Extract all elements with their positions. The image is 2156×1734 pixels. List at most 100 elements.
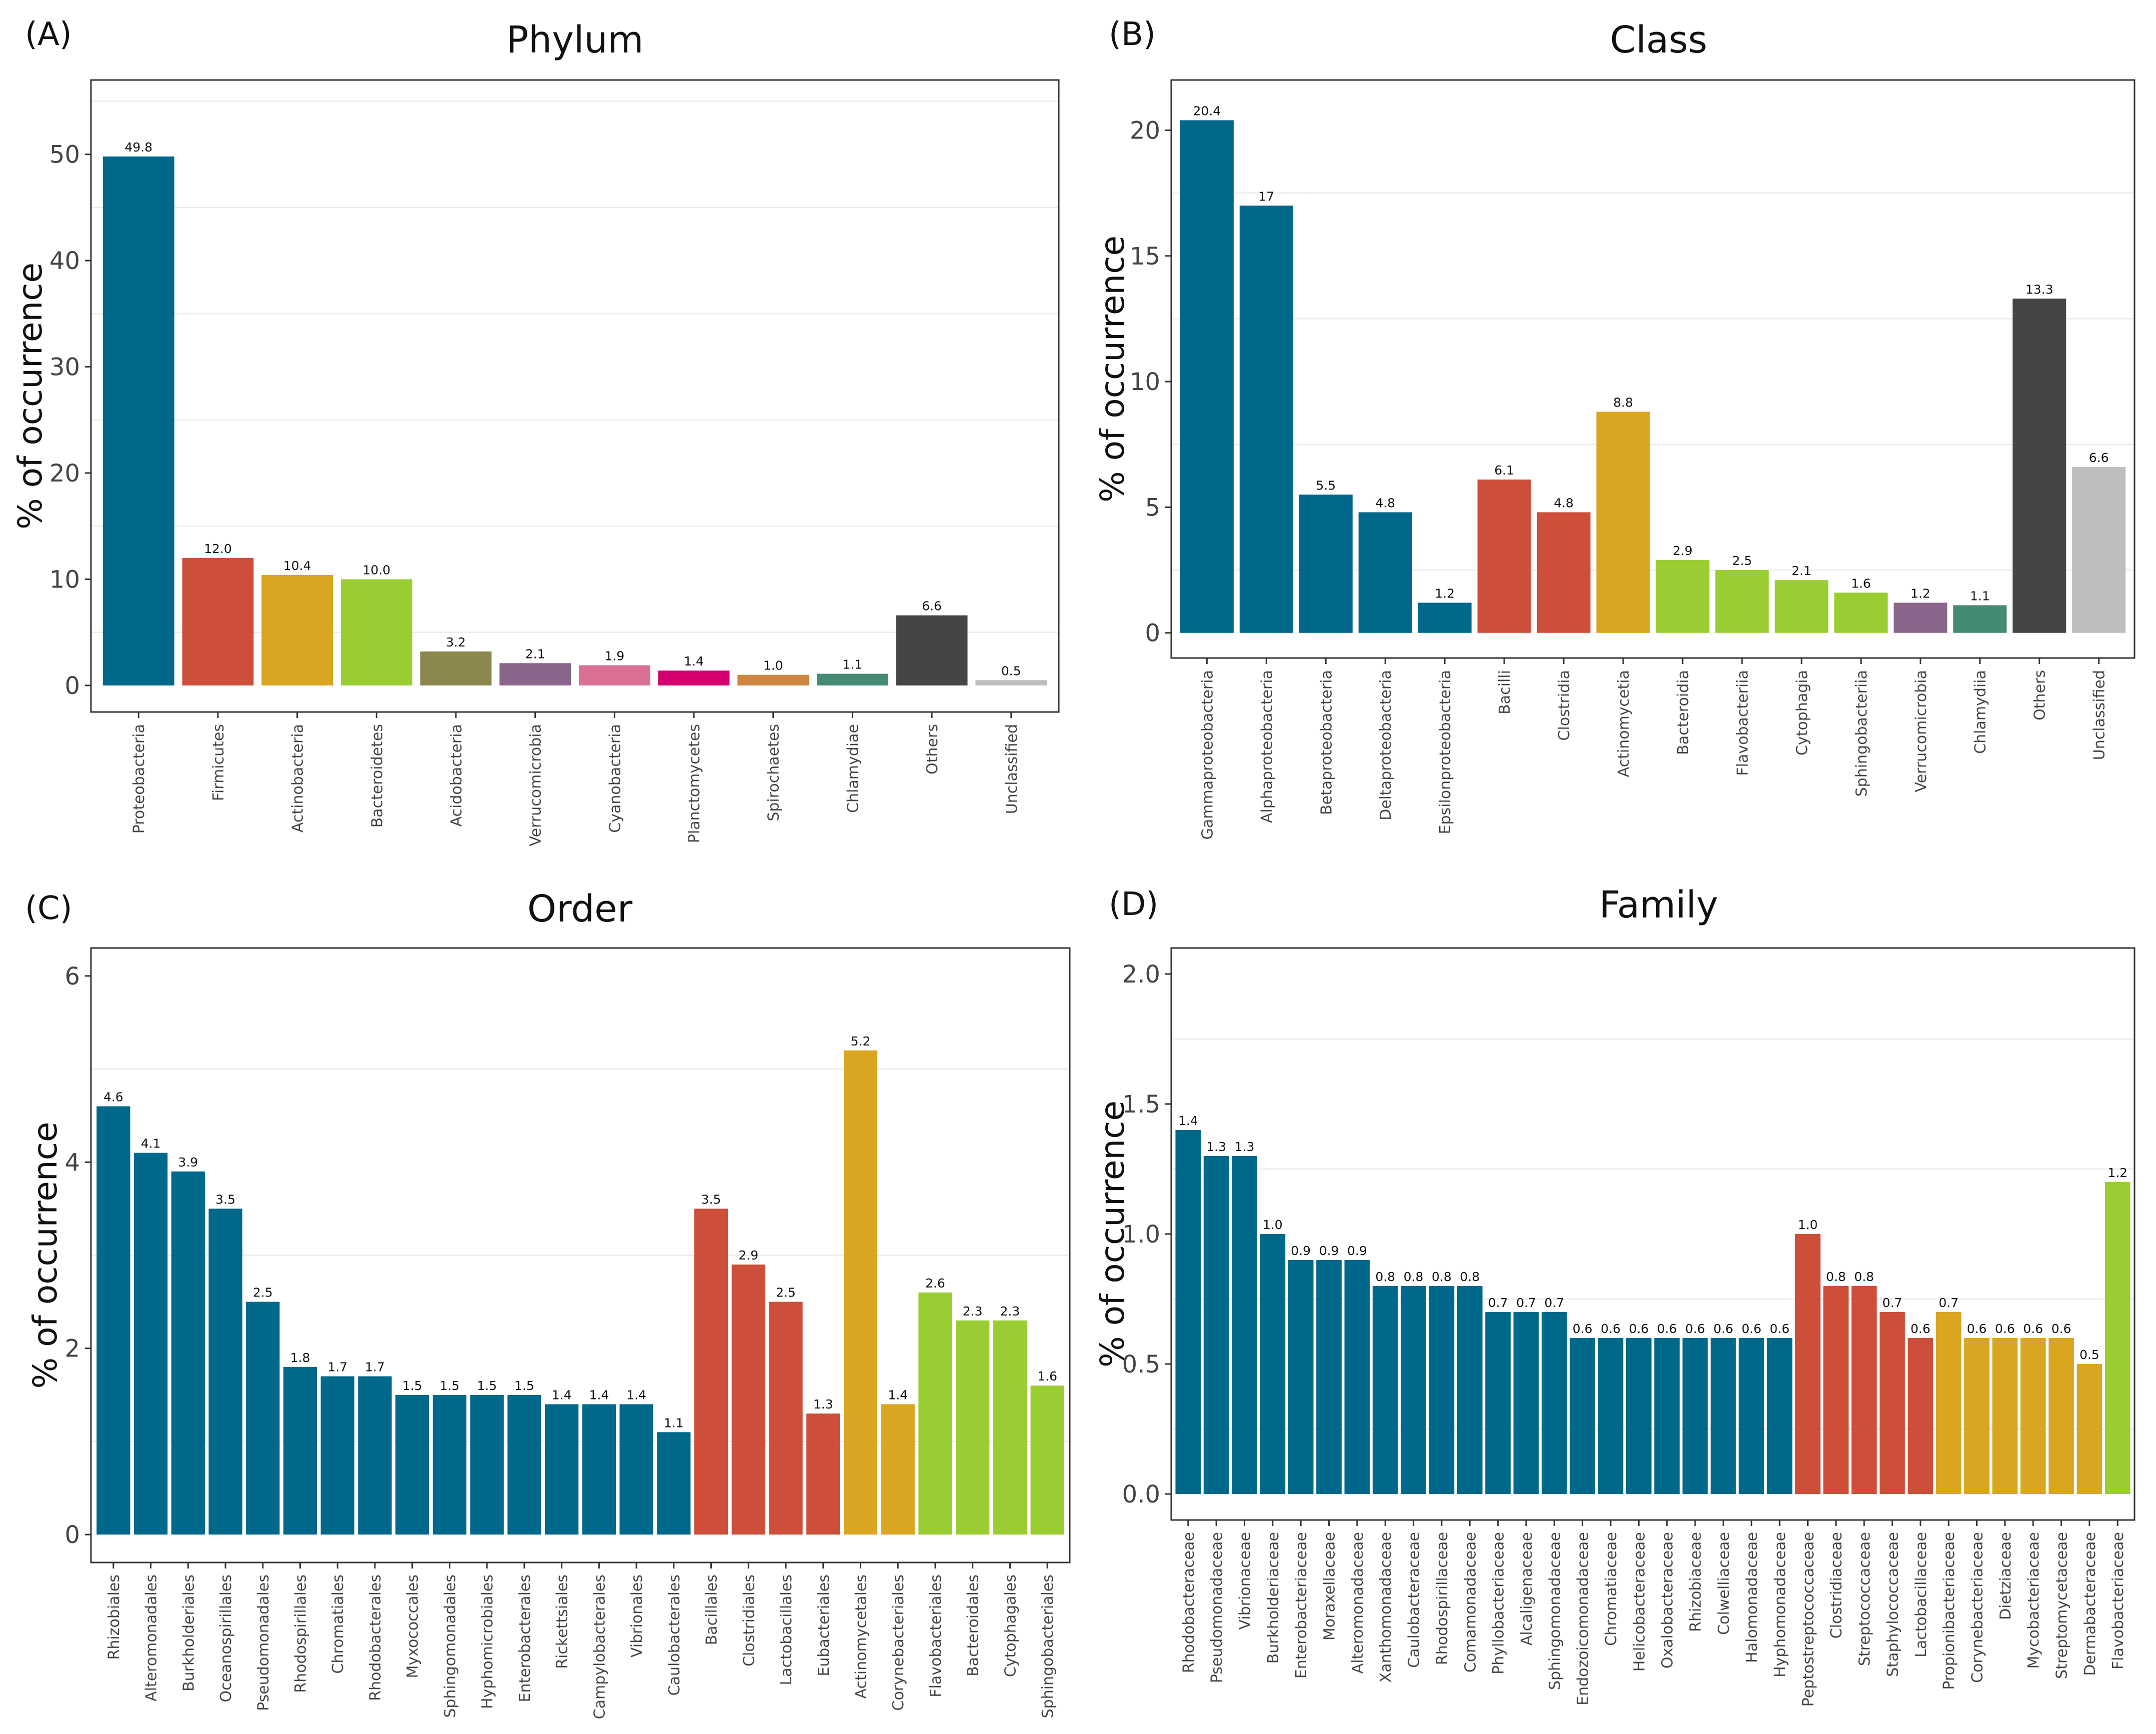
y-axis-title: % of occurrence <box>11 262 49 530</box>
data-label: 2.5 <box>253 1286 273 1300</box>
bar <box>1570 1338 1595 1494</box>
x-tick-label: Mycobacteriaceae <box>2025 1532 2043 1668</box>
x-tick-label: Dermabacteraceae <box>2082 1532 2099 1676</box>
x-tick-label: Lactobacillales <box>778 1574 795 1685</box>
x-tick-label: Rhizobiales <box>105 1574 123 1660</box>
bar <box>545 1404 579 1535</box>
bar <box>918 1292 952 1535</box>
x-tick-label: Enterobacteriaceae <box>1293 1532 1310 1678</box>
x-tick-label: Phyllobacteriaceae <box>1490 1532 1508 1674</box>
x-tick-label: Comamonadaceae <box>1462 1532 1479 1672</box>
bar <box>1203 1156 1229 1494</box>
bar <box>1964 1338 1990 1494</box>
x-tick-label: Eubacteriales <box>815 1574 833 1676</box>
bar <box>283 1366 317 1535</box>
bar <box>694 1208 728 1535</box>
x-tick-label: Chromatiaceae <box>1603 1532 1620 1646</box>
bar <box>395 1394 429 1535</box>
x-tick-label: Pseudomonadaceae <box>1208 1532 1226 1683</box>
bar <box>1598 1338 1624 1494</box>
data-label: 4.1 <box>141 1136 161 1151</box>
data-label: 4.6 <box>103 1090 123 1104</box>
data-label: 2.9 <box>738 1248 758 1262</box>
data-label: 3.2 <box>446 635 466 650</box>
x-tick-label: Bacilli <box>1496 670 1514 714</box>
data-label: 2.3 <box>963 1304 983 1318</box>
data-label: 1.9 <box>604 649 624 664</box>
bar <box>731 1264 765 1535</box>
x-tick-label: Vibrionales <box>628 1574 646 1658</box>
x-tick-label: Clostridia <box>1556 670 1573 740</box>
bar <box>1477 480 1531 633</box>
data-label: 0.7 <box>1544 1296 1564 1310</box>
bar <box>1626 1338 1652 1494</box>
x-tick-label: Dietziaceae <box>1997 1532 2015 1620</box>
x-tick-label: Vibrionaceae <box>1236 1532 1254 1630</box>
data-label: 3.5 <box>215 1192 235 1206</box>
data-label: 0.6 <box>2023 1322 2043 1336</box>
x-tick-label: Clostridiaceae <box>1828 1532 1846 1638</box>
x-tick-label: Rhodospirillaceae <box>1434 1532 1451 1665</box>
data-label: 17 <box>1258 189 1274 204</box>
x-tick-label: Pseudomonadales <box>255 1574 272 1711</box>
chart-title: Family <box>1599 884 1718 926</box>
bar <box>1823 1286 1849 1494</box>
x-tick-label: Unclassified <box>1003 724 1021 814</box>
x-tick-label: Alteromonadales <box>143 1574 160 1702</box>
data-label: 1.0 <box>1263 1218 1283 1232</box>
x-tick-label: Flavobacteriaceae <box>2110 1532 2127 1670</box>
data-label: 0.9 <box>1319 1244 1339 1258</box>
bar <box>432 1394 467 1535</box>
bar <box>1851 1286 1877 1494</box>
data-label: 1.6 <box>1037 1369 1057 1384</box>
bar <box>470 1394 504 1535</box>
y-tick-label: 20 <box>49 460 80 488</box>
bar <box>1239 206 1293 633</box>
data-label: 5.2 <box>851 1034 871 1048</box>
data-label: 1.5 <box>514 1378 534 1393</box>
y-axis-title: % of occurrence <box>1093 1100 1132 1368</box>
x-tick-label: Flavobacteriales <box>927 1574 945 1698</box>
bar <box>769 1302 803 1535</box>
x-tick-label: Rhizobiaceae <box>1687 1532 1705 1632</box>
x-tick-label: Propionibacteriaceae <box>1941 1532 1958 1690</box>
panel-letter: (C) <box>25 890 72 927</box>
x-tick-label: Alcaligenaceae <box>1518 1532 1536 1646</box>
data-label: 0.6 <box>1685 1322 1705 1336</box>
data-label: 1.4 <box>552 1388 572 1402</box>
bar <box>1358 512 1412 633</box>
x-tick-label: Gammaproteobacteria <box>1199 670 1216 840</box>
bar <box>261 574 333 686</box>
y-tick-label: 30 <box>49 354 80 382</box>
y-tick-label: 40 <box>49 247 80 275</box>
x-tick-label: Flavobacteriia <box>1734 670 1752 776</box>
bar <box>1232 1156 1257 1494</box>
data-label: 0.9 <box>1347 1244 1367 1258</box>
y-tick-label: 50 <box>49 141 80 169</box>
bar <box>182 558 254 686</box>
bar <box>578 665 650 686</box>
data-label: 1.2 <box>1911 586 1931 600</box>
bar <box>1429 1286 1455 1494</box>
bar <box>1288 1260 1314 1494</box>
data-label: 0.6 <box>1657 1322 1677 1336</box>
data-label: 10.0 <box>362 562 390 577</box>
x-tick-label: Bacteroidetes <box>368 724 386 828</box>
bar <box>1936 1312 1962 1494</box>
bar <box>1372 1286 1398 1494</box>
data-label: 1.7 <box>327 1360 347 1374</box>
bar <box>2077 1364 2103 1494</box>
data-label: 0.6 <box>1995 1322 2015 1336</box>
bar <box>1880 1312 1905 1494</box>
data-label: 1.3 <box>813 1397 833 1412</box>
data-label: 0.7 <box>1939 1296 1959 1310</box>
bar <box>507 1394 541 1535</box>
x-tick-label: Caulobacteraceae <box>1406 1532 1423 1668</box>
data-label: 13.3 <box>2026 282 2054 296</box>
data-label: 1.4 <box>626 1388 646 1402</box>
x-tick-label: Hyphomicrobiales <box>479 1574 496 1709</box>
data-label: 2.9 <box>1673 544 1693 558</box>
bar <box>1596 412 1650 633</box>
x-tick-label: Peptostreptococcaceae <box>1800 1532 1817 1706</box>
